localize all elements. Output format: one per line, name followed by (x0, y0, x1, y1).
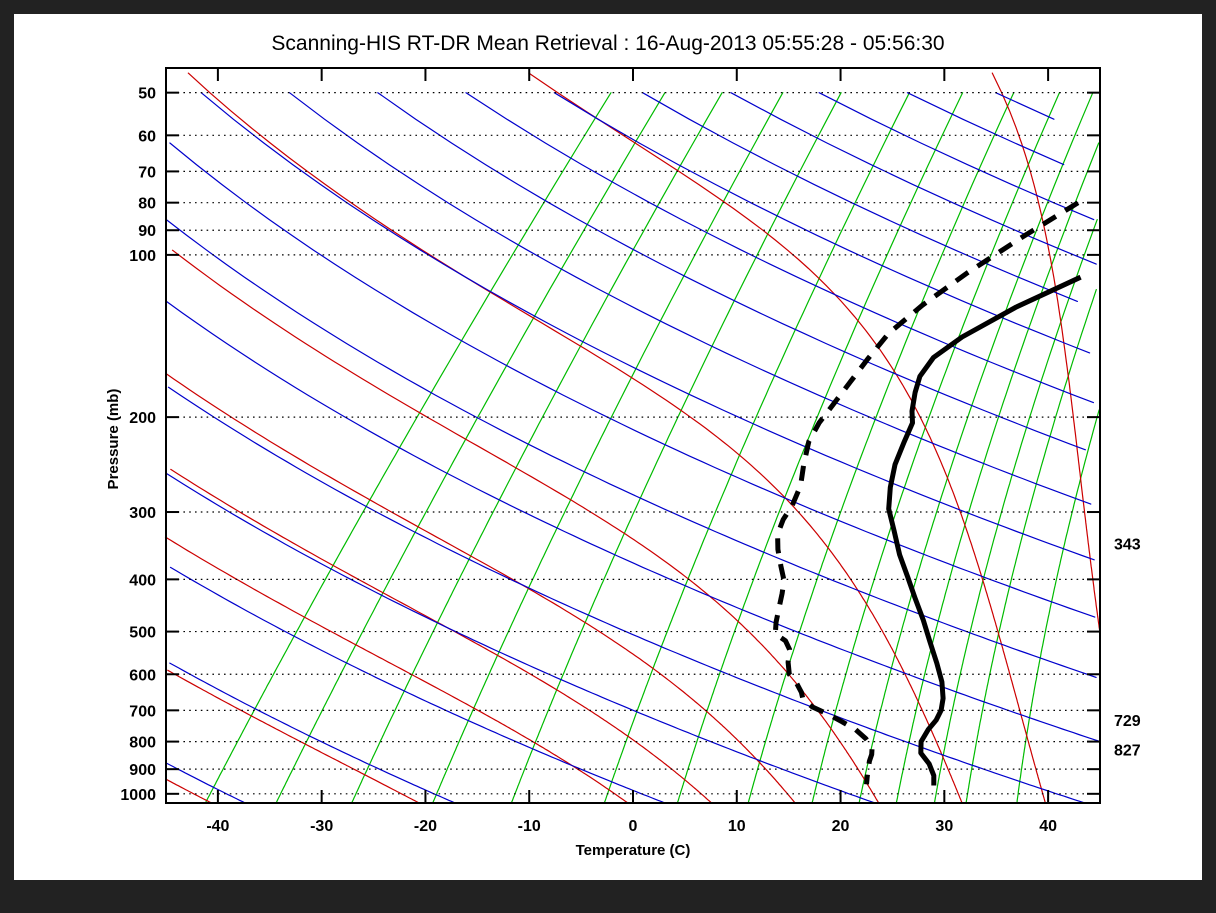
figure-canvas: Scanning-HIS RT-DR Mean Retrieval : 16-A… (14, 14, 1202, 880)
temperature-tick-label: 30 (935, 818, 953, 835)
plot-stage: Scanning-HIS RT-DR Mean Retrieval : 16-A… (14, 14, 1202, 880)
temperature-tick-label: 20 (832, 818, 850, 835)
temperature-tick-label: -10 (518, 818, 541, 835)
pressure-tick-label: 1000 (120, 787, 156, 804)
temperature-trace (886, 274, 1082, 786)
pressure-tick-label: 800 (129, 735, 156, 752)
temperature-tick-label: 0 (629, 818, 638, 835)
pressure-tick-label: 70 (138, 164, 156, 181)
x-axis-label: Temperature (C) (576, 842, 691, 859)
pressure-tick-label: 90 (138, 223, 156, 240)
sounding-traces (772, 200, 1082, 786)
temperature-tick-label: -30 (310, 818, 333, 835)
temperature-tick-label: 10 (728, 818, 746, 835)
axis-ticks (166, 68, 1100, 803)
temperature-tick-label: -20 (414, 818, 437, 835)
plot-frame (165, 67, 1101, 804)
pressure-tick-label: 50 (138, 86, 156, 103)
right-annotation: 343 (1114, 536, 1141, 553)
right-side-annotations: 343 729 827 (1114, 536, 1141, 759)
pressure-gridlines (166, 92, 1100, 795)
temperature-tick-label: -40 (206, 818, 229, 835)
temperature-tick-label: 40 (1039, 818, 1057, 835)
pressure-tick-label: 80 (138, 196, 156, 213)
pressure-tick-label: 700 (129, 703, 156, 720)
pressure-tick-label: 600 (129, 667, 156, 684)
pressure-tick-label: 60 (138, 128, 156, 145)
pressure-tick-label: 300 (129, 505, 156, 522)
skewt-diagram: Scanning-HIS RT-DR Mean Retrieval : 16-A… (105, 32, 1141, 859)
dewpoint-trace (772, 200, 1080, 785)
background-thermo-lines (164, 72, 1101, 804)
pressure-tick-label: 500 (129, 625, 156, 642)
y-axis-label: Pressure (mb) (105, 389, 122, 490)
pressure-tick-labels: 50 60 70 80 90 100 200 300 400 500 600 700 800 900 100… (120, 86, 156, 804)
page-title: Scanning-HIS RT-DR Mean Retrieval : 16-A… (271, 32, 944, 55)
right-annotation: 827 (1114, 742, 1141, 759)
pressure-tick-label: 200 (129, 410, 156, 427)
pressure-tick-label: 900 (129, 762, 156, 779)
right-annotation: 729 (1114, 713, 1141, 730)
temperature-tick-labels: -40 -30 -20 -10 0 10 20 30 40 (206, 818, 1057, 835)
pressure-tick-label: 400 (129, 572, 156, 589)
pressure-tick-label: 100 (129, 248, 156, 265)
